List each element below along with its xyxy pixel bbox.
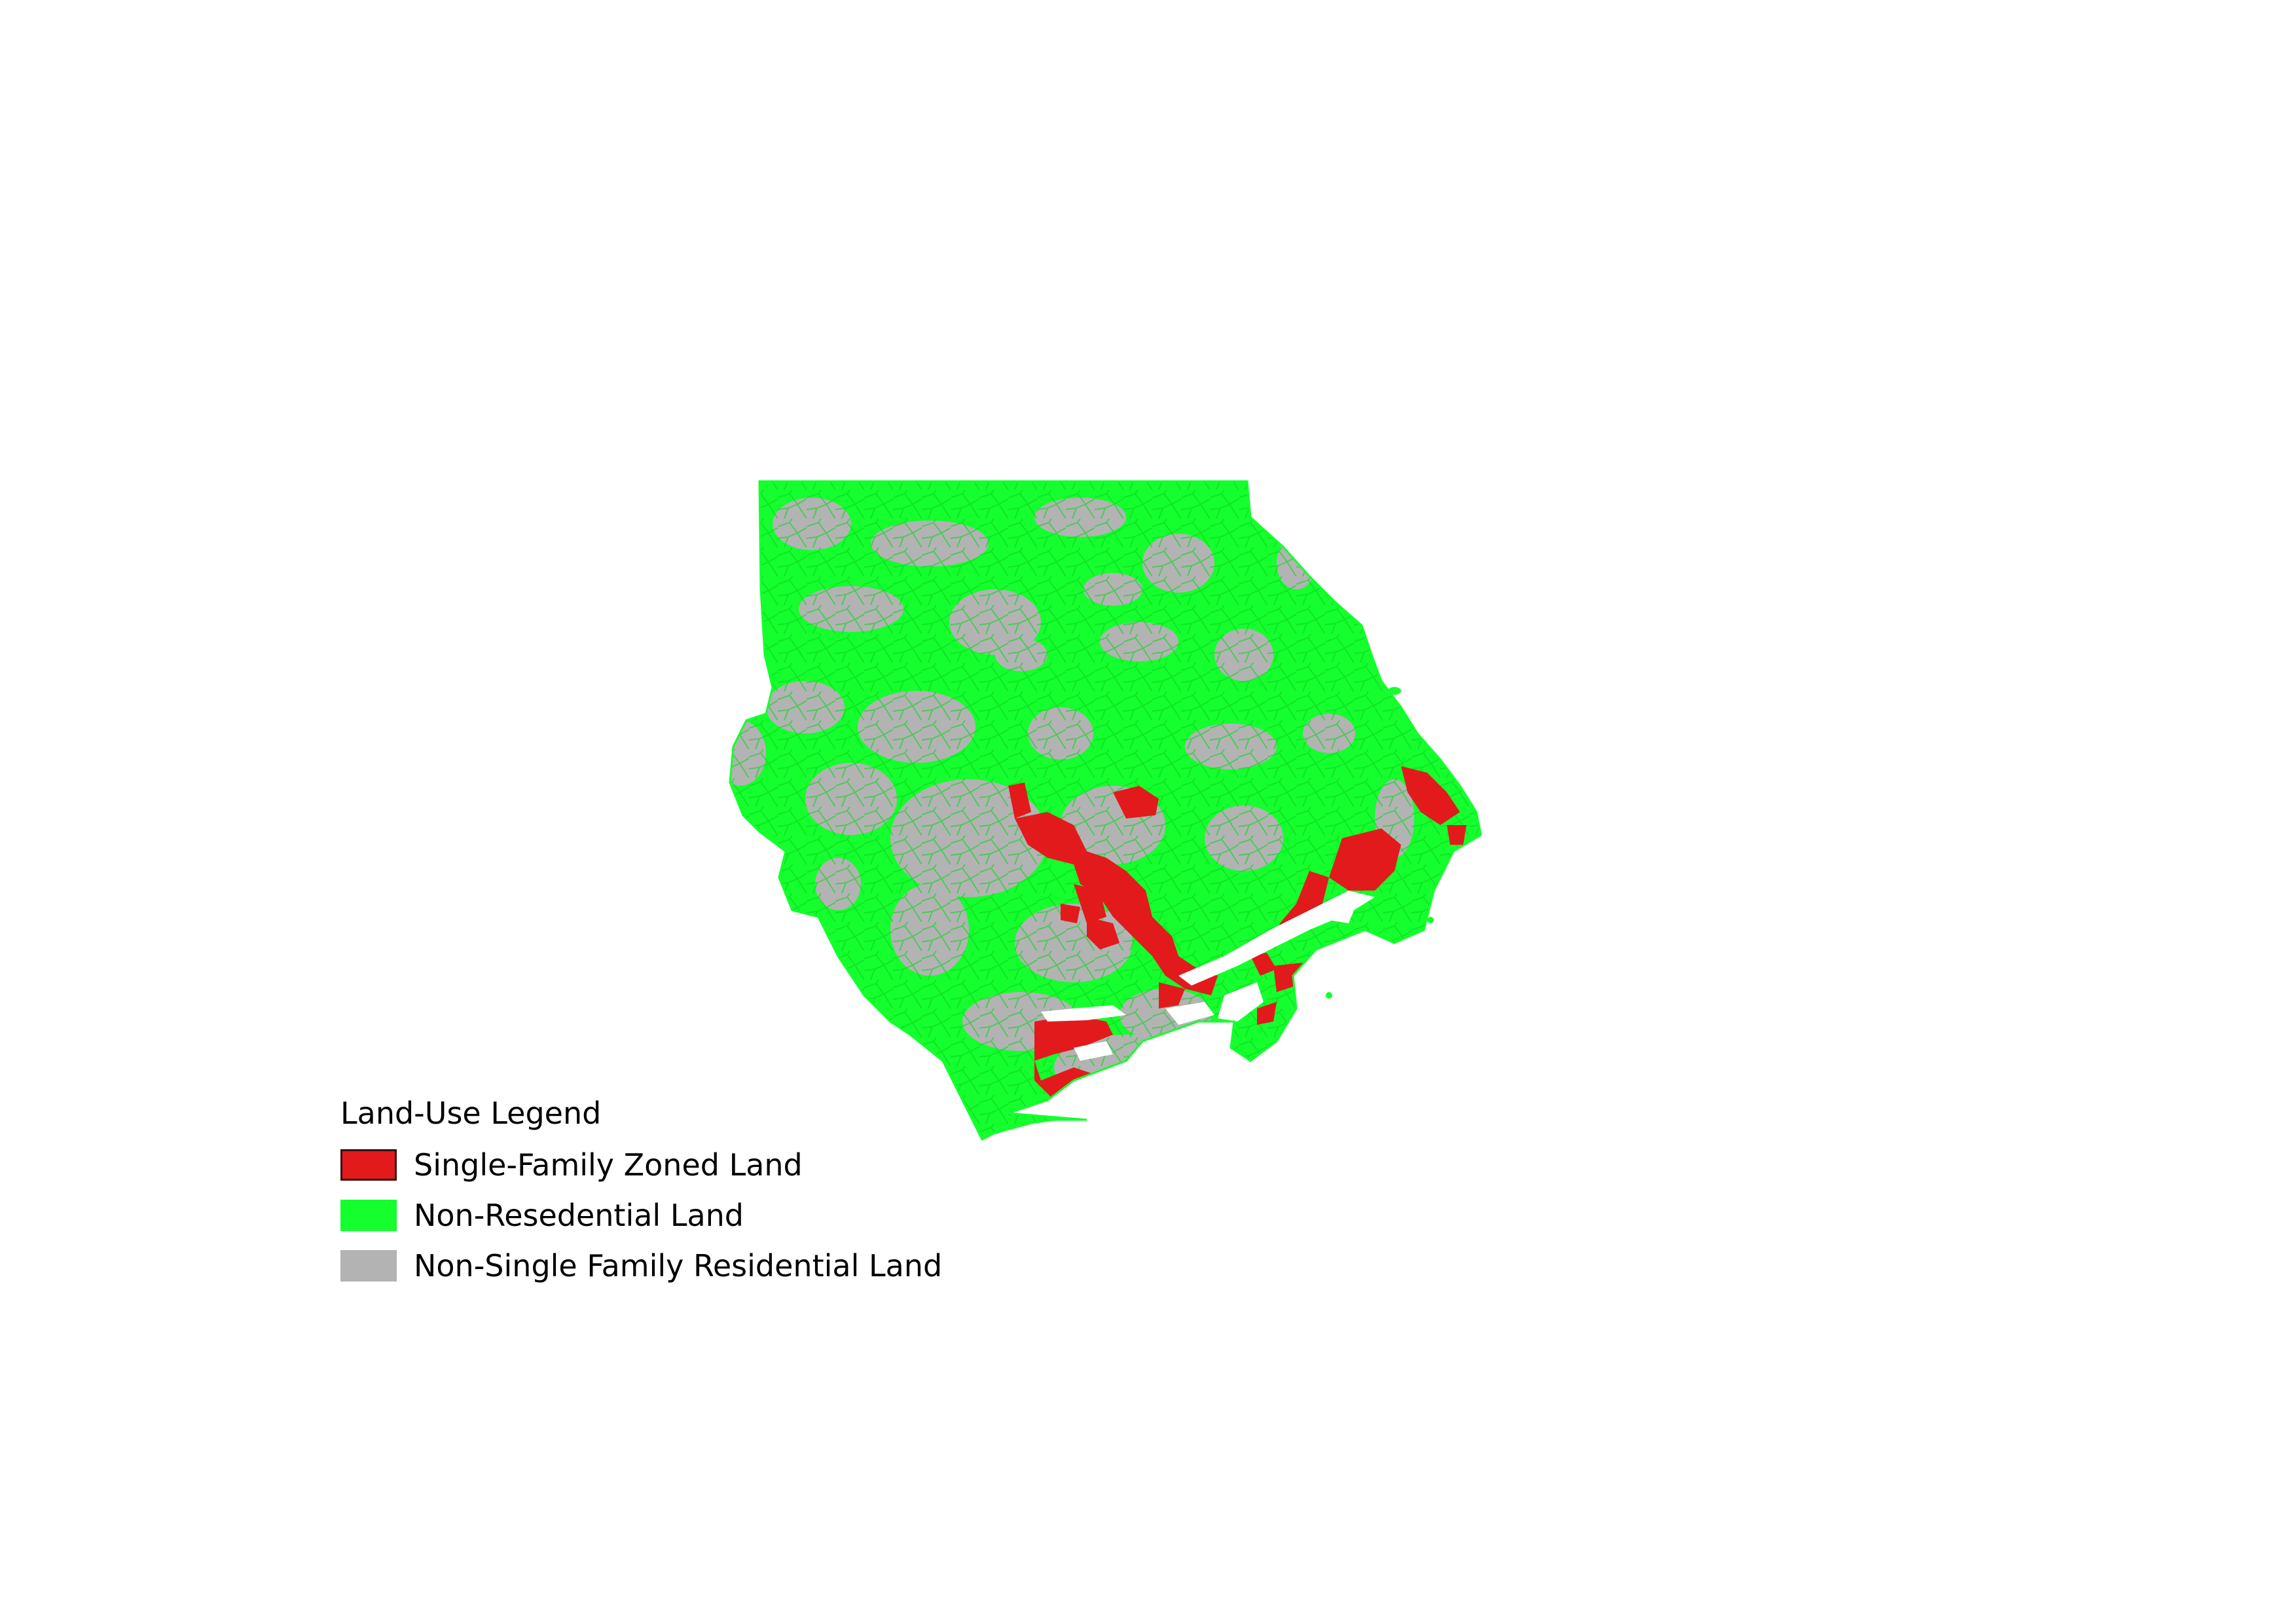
map-legend: Land-Use Legend Single-Family Zoned Land…	[340, 1094, 942, 1291]
legend-label: Non-Single Family Residential Land	[414, 1247, 943, 1283]
single-family-swatch	[340, 1149, 397, 1181]
legend-title: Land-Use Legend	[340, 1096, 602, 1131]
non-residential-swatch	[340, 1199, 397, 1231]
legend-item-non-residential: Non-Resedential Land	[340, 1190, 942, 1240]
legend-label: Non-Resedential Land	[414, 1197, 744, 1233]
offshore-islands	[1326, 687, 1434, 999]
legend-item-single-family: Single-Family Zoned Land	[340, 1139, 942, 1190]
county-parcels	[730, 481, 1481, 1139]
county-boundary	[729, 480, 1482, 1141]
single-family-zoned-areas	[1008, 766, 1467, 1100]
legend-label: Single-Family Zoned Land	[414, 1147, 803, 1183]
non-single-family-swatch	[340, 1249, 397, 1282]
legend-item-non-single-family: Non-Single Family Residential Land	[340, 1240, 942, 1291]
water-channels	[1041, 891, 1375, 1061]
